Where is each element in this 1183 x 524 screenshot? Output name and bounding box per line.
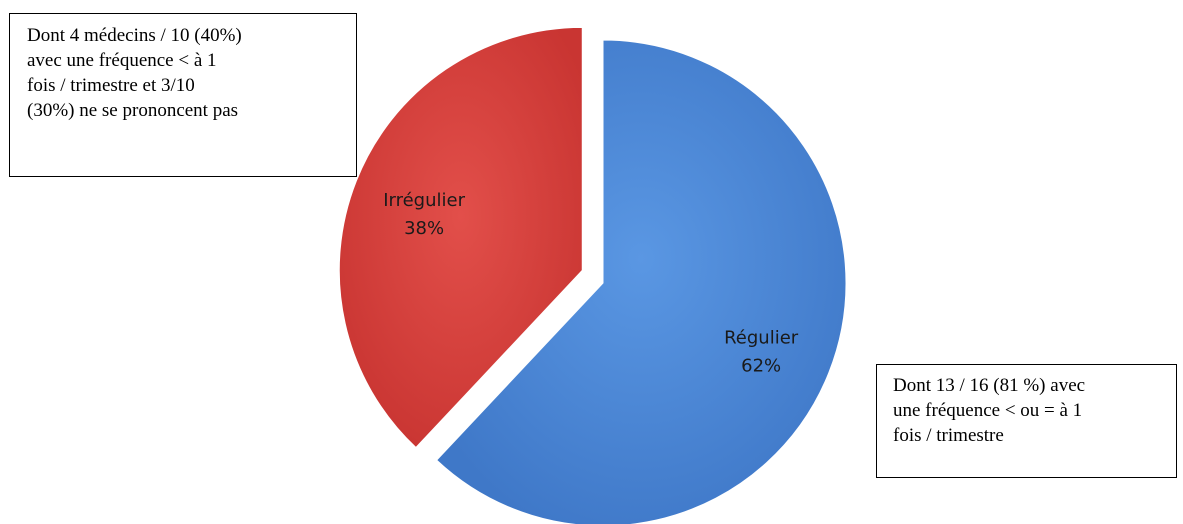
pie-slice-irregulier	[338, 26, 583, 449]
annotation-regulier: Dont 13 / 16 (81 %) avec une fréquence <…	[876, 364, 1177, 478]
annotation-irregulier: Dont 4 médecins / 10 (40%) avec une fréq…	[9, 13, 357, 177]
slice-value-regulier: 62%	[741, 356, 781, 377]
slice-label-regulier: Régulier	[724, 328, 799, 349]
slice-label-irregulier: Irrégulier	[383, 190, 465, 211]
pie-slice-regulier	[435, 39, 847, 524]
slice-value-irregulier: 38%	[404, 218, 444, 239]
